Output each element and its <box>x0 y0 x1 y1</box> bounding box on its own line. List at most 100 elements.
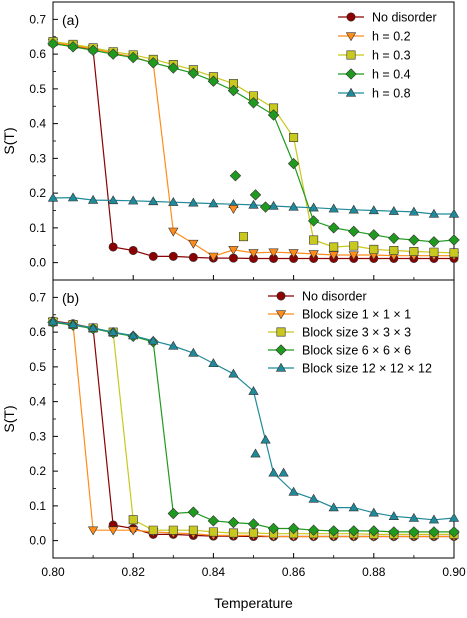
y-axis-label: S(T) <box>1 405 17 432</box>
panel-label: (b) <box>62 290 79 306</box>
data-point <box>87 526 99 536</box>
data-point <box>148 525 158 535</box>
data-point <box>307 524 320 536</box>
data-point <box>238 232 248 242</box>
data-point <box>249 528 259 538</box>
legend-label: h = 0.8 <box>372 87 411 101</box>
y-tick-label: 0.2 <box>29 464 46 478</box>
data-point <box>428 236 440 248</box>
data-point <box>448 512 460 522</box>
data-point <box>47 192 59 202</box>
legend-marker <box>346 50 356 60</box>
data-point <box>348 204 359 214</box>
data-point <box>207 515 220 527</box>
data-point <box>249 91 259 101</box>
data-point <box>408 526 420 538</box>
y-tick-label: 0.6 <box>29 47 46 61</box>
data-point <box>448 208 460 218</box>
data-point <box>348 525 360 537</box>
legend-marker <box>276 291 286 301</box>
data-point <box>328 251 339 261</box>
data-point <box>127 51 139 64</box>
legend-marker <box>345 68 357 80</box>
data-point <box>188 239 199 249</box>
data-point <box>87 322 99 332</box>
data-point <box>408 234 420 246</box>
data-point <box>108 195 119 205</box>
y-tick-label: 0.1 <box>29 499 46 513</box>
y-tick-label: 0.3 <box>29 151 46 165</box>
y-tick-label: 0.3 <box>29 429 46 443</box>
legend-marker <box>275 344 287 356</box>
data-point <box>168 340 179 350</box>
data-point <box>348 251 359 261</box>
data-point <box>108 526 119 536</box>
legend-label: Block size 1 × 1 × 1 <box>302 308 411 322</box>
legend-label: No disorder <box>302 290 367 304</box>
y-tick-label: 0.4 <box>29 395 46 409</box>
data-point <box>268 200 279 210</box>
data-point <box>148 196 159 206</box>
data-point <box>188 347 199 357</box>
data-point <box>328 203 339 213</box>
y-tick-label: 0.6 <box>29 325 46 339</box>
data-point <box>248 199 259 209</box>
data-point <box>128 330 139 340</box>
data-point <box>287 157 300 170</box>
data-point <box>328 222 340 234</box>
data-point <box>368 229 380 241</box>
x-axis-label: Temperature <box>214 595 293 611</box>
data-point <box>428 526 440 538</box>
legend-marker <box>346 12 356 22</box>
data-point <box>348 225 360 238</box>
data-point <box>288 201 299 211</box>
data-point <box>247 97 260 109</box>
data-point <box>188 525 198 535</box>
data-point <box>147 57 159 69</box>
data-point <box>328 525 340 537</box>
data-point <box>368 205 379 215</box>
data-point <box>148 251 158 261</box>
data-point <box>208 527 218 537</box>
y-tick-label: 0.0 <box>29 256 46 270</box>
legend-label: Block size 6 × 6 × 6 <box>302 344 411 358</box>
data-point <box>128 526 139 536</box>
data-point <box>287 522 300 535</box>
legend-label: h = 0.4 <box>372 68 411 82</box>
data-point <box>248 385 259 395</box>
data-point <box>187 67 200 79</box>
data-point <box>409 247 419 257</box>
data-point <box>267 522 280 535</box>
data-point <box>247 518 260 530</box>
data-point <box>188 252 198 262</box>
data-point <box>107 48 119 60</box>
data-point <box>249 189 262 201</box>
x-tick-label: 0.82 <box>122 565 146 579</box>
data-point <box>260 434 271 444</box>
data-point <box>448 234 460 246</box>
data-point <box>267 109 280 121</box>
data-point <box>228 246 239 255</box>
data-point <box>207 75 220 87</box>
data-point <box>289 133 299 143</box>
y-tick-label: 0.1 <box>29 221 46 235</box>
data-point <box>168 196 179 206</box>
y-tick-label: 0.7 <box>29 290 46 304</box>
data-point <box>228 79 238 89</box>
data-point <box>308 493 319 503</box>
data-point <box>167 62 179 74</box>
data-point <box>408 512 420 522</box>
data-point <box>228 205 239 214</box>
y-axis-label: S(T) <box>1 127 17 154</box>
data-point <box>168 227 179 237</box>
data-point <box>428 514 440 524</box>
x-tick-label: 0.84 <box>202 565 226 579</box>
legend-marker <box>275 310 287 320</box>
legend-label: h = 0.3 <box>372 49 411 63</box>
data-point <box>227 516 240 529</box>
data-point <box>47 316 59 326</box>
data-point <box>449 248 459 258</box>
data-point <box>368 525 380 537</box>
